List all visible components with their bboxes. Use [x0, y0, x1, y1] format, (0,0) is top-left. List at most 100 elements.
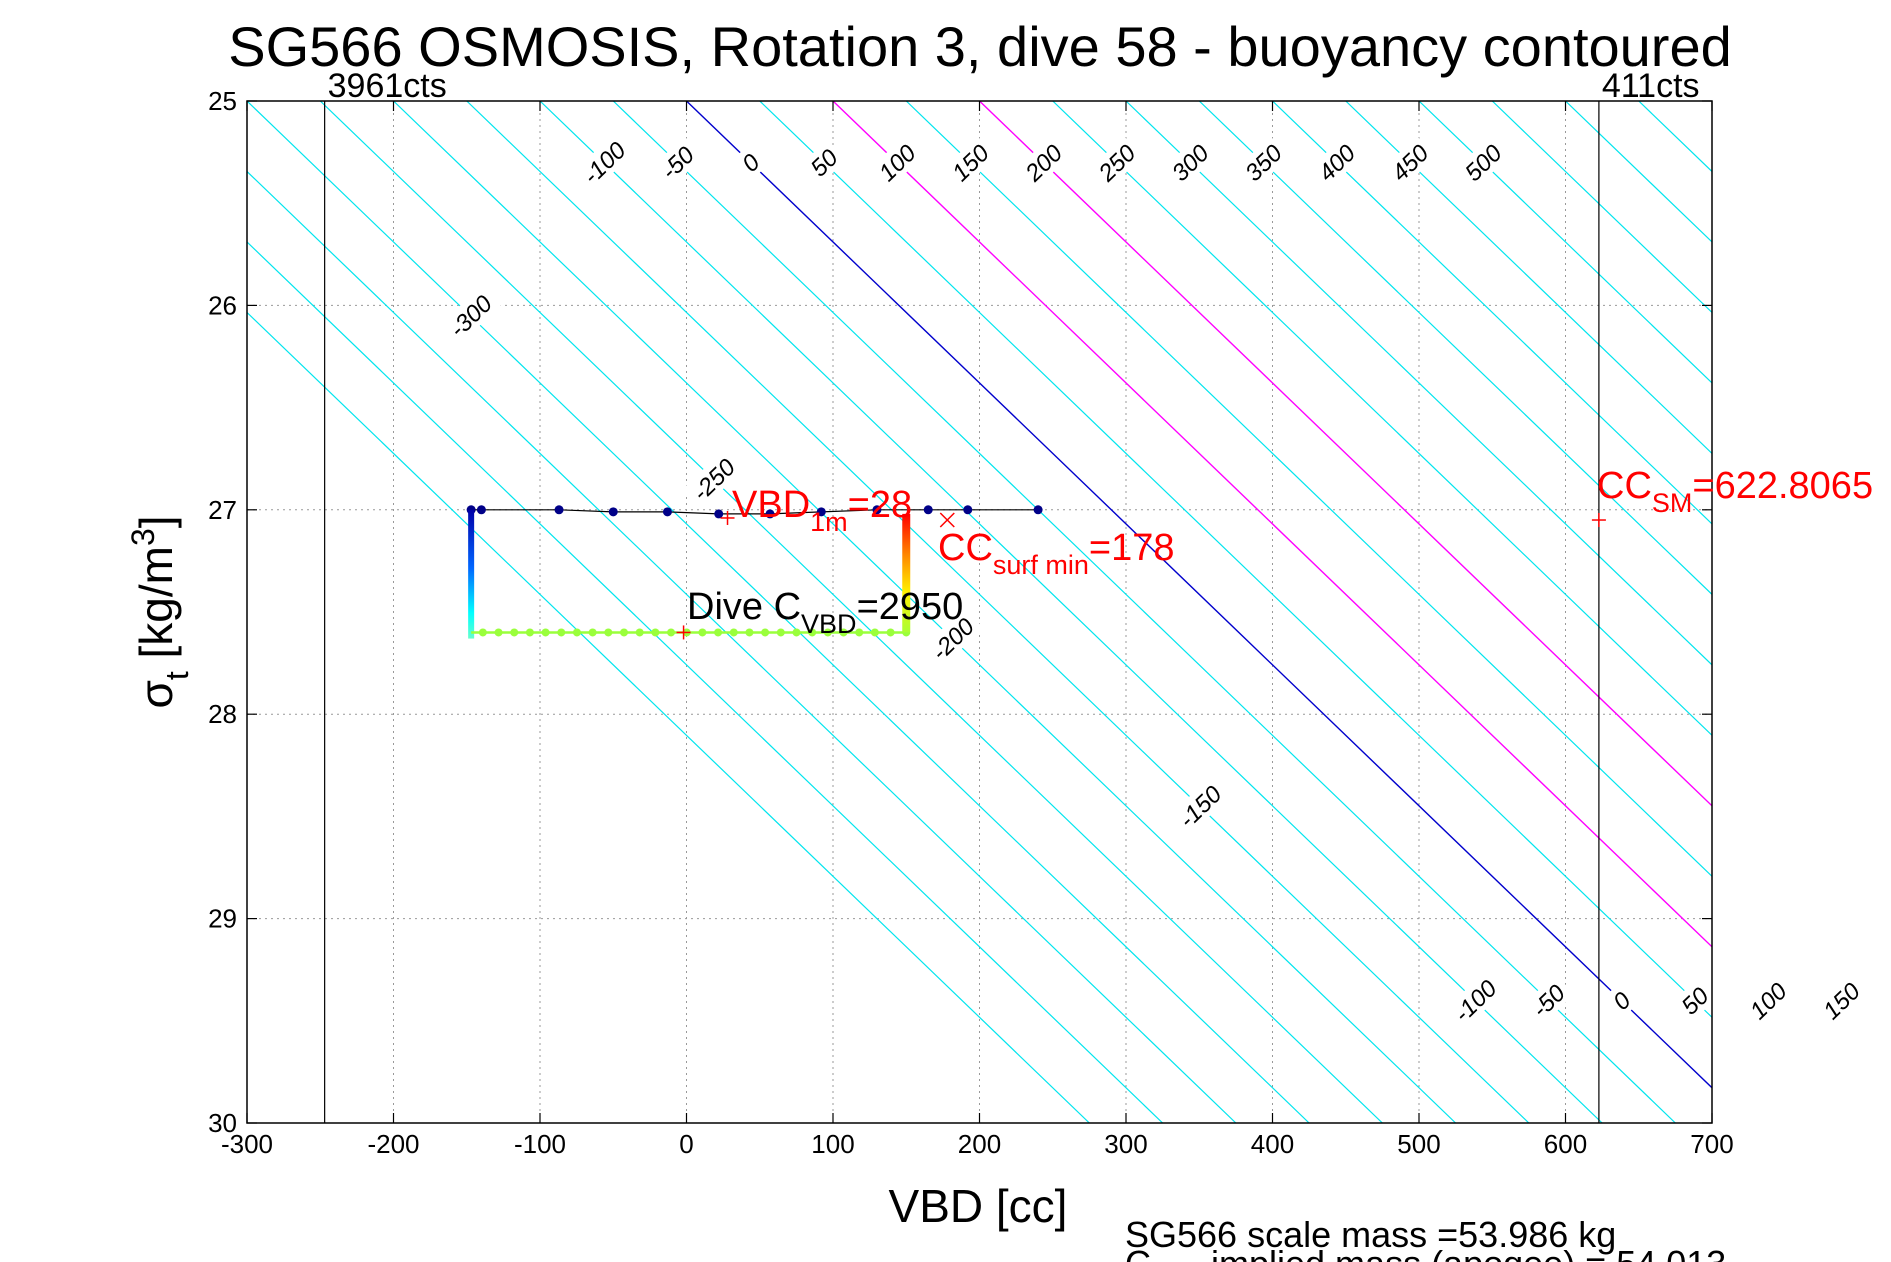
- contour-line-500: [1418, 101, 1712, 384]
- marker-stroke: [939, 512, 955, 528]
- bottom-track-point: [651, 628, 660, 637]
- vbd-1m-annotation: VBD1m=28: [732, 484, 912, 537]
- contour-line-400: [1272, 101, 1712, 525]
- y-tick-label: 25: [208, 86, 237, 116]
- contour-line-450: [1345, 101, 1712, 455]
- contour-label-bg: [1443, 969, 1506, 1032]
- contour-line--150: [466, 101, 1530, 1123]
- y-label-sub: t: [159, 671, 195, 680]
- vbd-1m-sub: 1m: [810, 507, 848, 537]
- bottom-track-point: [776, 628, 785, 637]
- bottom-track-point: [761, 628, 770, 637]
- contour-line--350: [247, 170, 1237, 1123]
- dive-cvbd-tail: =2950: [857, 586, 964, 628]
- contour-label-bg: [1236, 135, 1290, 189]
- surface-track-point: [816, 507, 826, 517]
- contour-label-bg: [1814, 973, 1868, 1027]
- bottom-track-point: [557, 628, 566, 637]
- x-tick-label: 500: [1397, 1129, 1440, 1159]
- contour-line-700: [1711, 101, 1712, 102]
- descent-profile: [468, 509, 475, 639]
- contour-line-0: [686, 101, 1712, 1089]
- contour-line-300: [1125, 101, 1712, 666]
- contour-label-bg: [870, 135, 924, 189]
- contour-label-bg: [1521, 973, 1575, 1027]
- contour-label-bg: [1741, 973, 1795, 1027]
- contour-label-bg: [1016, 135, 1070, 189]
- x-tick-label: 0: [679, 1129, 693, 1159]
- contour-label-bottom-150: 150: [1814, 973, 1868, 1027]
- contour-line--200: [393, 101, 1457, 1123]
- contour-label-bg: [650, 135, 704, 189]
- vbd-limit-lines: 3961cts 411cts: [324, 67, 1700, 1123]
- contour-line-200: [979, 101, 1712, 807]
- surface-track-point: [1033, 505, 1043, 515]
- contour-line-750: [1785, 101, 1891, 1123]
- contour-line-650: [1638, 101, 1712, 173]
- y-axis-label: σt [kg/m3]: [125, 515, 195, 708]
- y-tick-label: 27: [208, 495, 237, 525]
- contour-label-top-300: 300: [1163, 135, 1217, 189]
- cc-sm-main: CC: [1597, 465, 1652, 507]
- dive-cvbd-main: Dive C: [687, 586, 801, 628]
- x-tick-label: 600: [1544, 1129, 1587, 1159]
- contour-line--100: [539, 101, 1603, 1123]
- contour-line--300: [247, 101, 1310, 1123]
- surface-track-point: [714, 509, 724, 519]
- contour-label-bg: [732, 144, 768, 180]
- y-label-sup: 3: [125, 528, 161, 546]
- contour-label-bottom-200: 200: [1887, 973, 1891, 1027]
- y-label-bracket: [kg/m: [130, 546, 182, 671]
- contour-label-bg: [920, 607, 984, 670]
- dive-markers: [676, 510, 1606, 640]
- bottom-track-point: [870, 628, 879, 637]
- x-tick-label: 400: [1251, 1129, 1294, 1159]
- x-tick-label: 300: [1104, 1129, 1147, 1159]
- contour-line-150: [905, 101, 1712, 878]
- x-tick-label: 200: [958, 1129, 1001, 1159]
- surface-track-point: [963, 505, 973, 515]
- bottom-track-point: [714, 628, 723, 637]
- surface-track-point: [872, 505, 882, 515]
- bottom-track-point: [510, 628, 519, 637]
- surface-track-point: [476, 505, 486, 515]
- x-axis-label: VBD [cc]: [889, 1180, 1068, 1232]
- contour-line--450: [247, 311, 1090, 1123]
- implied-mass-note: C implied mass (apogee) = 54.013: [1125, 1243, 1726, 1262]
- x-tick-label: -300: [221, 1129, 273, 1159]
- contour-label-bottom-100: 100: [1741, 973, 1795, 1027]
- contour-line-550: [1491, 101, 1712, 314]
- x-tick-label: 700: [1690, 1129, 1733, 1159]
- contour-line-50: [759, 101, 1712, 1019]
- surface-track-point: [662, 507, 672, 517]
- cc-surf-min-annotation: CCsurf min=178: [938, 527, 1175, 580]
- contour-labels: -100 -50 0 50 100 150 200 250 300 350 400 450 500-30…: [438, 131, 1891, 1032]
- bottom-track-point: [588, 628, 597, 637]
- contour-label-bg: [681, 448, 745, 511]
- bottom-track-point: [823, 628, 832, 637]
- cc-surf-min-tail: =178: [1089, 527, 1175, 569]
- contour-label-bg: [572, 131, 636, 194]
- bottom-track-point: [619, 628, 628, 637]
- ascent-profile: [902, 513, 911, 633]
- bottom-track-point: [478, 628, 487, 637]
- vbd-1m-main: VBD: [732, 484, 810, 526]
- bottom-track-point: [604, 628, 613, 637]
- cc-sm-marker: [1591, 513, 1606, 528]
- vbd-limit-label-right: 411cts: [1602, 67, 1700, 105]
- bottom-track-point: [808, 628, 817, 637]
- bottom-track-point: [494, 628, 503, 637]
- surface-track-point: [923, 505, 933, 515]
- bottom-track-point: [525, 628, 534, 637]
- cc-surf-min-sub: surf min: [993, 550, 1089, 580]
- contour-line-800: [1859, 101, 1891, 1123]
- contour-line--50: [612, 101, 1676, 1123]
- bottom-track-point: [729, 628, 738, 637]
- contour-line-350: [1198, 101, 1712, 596]
- contour-label-bg: [1603, 982, 1639, 1018]
- y-label-close: ]: [130, 515, 182, 528]
- contour-label-bg: [1456, 135, 1510, 189]
- cc-surf-min-marker: [939, 512, 955, 528]
- cc-sm-sub: SM: [1652, 488, 1693, 518]
- contour-line-600: [1565, 101, 1712, 243]
